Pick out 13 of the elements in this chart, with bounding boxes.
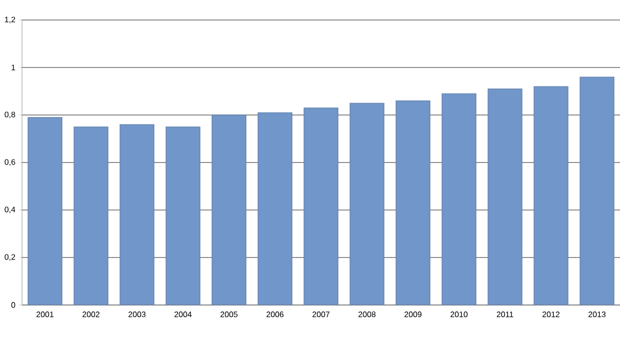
bar	[396, 100, 430, 305]
bar	[28, 117, 62, 305]
bar	[534, 86, 568, 305]
bar	[120, 124, 154, 305]
bar	[350, 102, 384, 305]
bar	[488, 88, 522, 305]
bar	[166, 126, 200, 305]
bar	[304, 108, 338, 305]
bar	[258, 112, 292, 305]
bar	[212, 114, 246, 305]
bar	[442, 93, 476, 305]
bar	[74, 126, 108, 305]
bar	[580, 76, 614, 305]
